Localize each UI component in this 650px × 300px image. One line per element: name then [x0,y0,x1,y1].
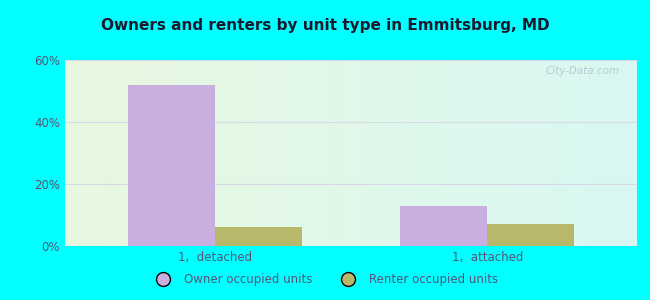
Bar [488,224,575,246]
Bar [214,227,302,246]
Text: City-Data.com: City-Data.com [546,66,620,76]
Bar [400,206,488,246]
Bar [127,85,214,246]
Text: Owners and renters by unit type in Emmitsburg, MD: Owners and renters by unit type in Emmit… [101,18,549,33]
Legend: Owner occupied units, Renter occupied units: Owner occupied units, Renter occupied un… [147,269,503,291]
